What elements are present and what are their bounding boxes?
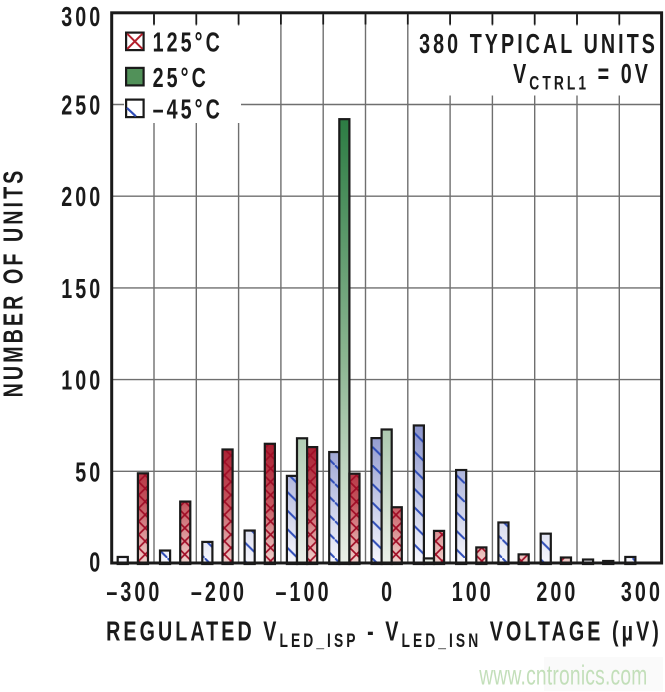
svg-text:300: 300 bbox=[61, 2, 103, 33]
svg-text:REGULATED VLED_ISP - VLED_ISN: REGULATED VLED_ISP - VLED_ISN VOLTAGE (µ… bbox=[106, 617, 662, 652]
svg-text:150: 150 bbox=[61, 274, 103, 305]
svg-text:–200: –200 bbox=[191, 577, 247, 608]
svg-text:125°C: 125°C bbox=[153, 27, 223, 58]
svg-text:200: 200 bbox=[61, 182, 103, 213]
svg-text:250: 250 bbox=[61, 90, 103, 121]
svg-text:300: 300 bbox=[621, 577, 663, 608]
svg-text:NUMBER OF UNITS: NUMBER OF UNITS bbox=[0, 168, 29, 398]
svg-text:100: 100 bbox=[61, 365, 103, 396]
svg-text:0: 0 bbox=[89, 547, 103, 578]
svg-text:380 TYPICAL UNITS: 380 TYPICAL UNITS bbox=[419, 29, 658, 60]
svg-text:200: 200 bbox=[536, 577, 578, 608]
svg-text:100: 100 bbox=[452, 577, 494, 608]
svg-text:0: 0 bbox=[381, 577, 395, 608]
svg-text:www.cntronics.com: www.cntronics.com bbox=[478, 661, 647, 691]
svg-text:–45°C: –45°C bbox=[153, 94, 223, 125]
svg-text:–300: –300 bbox=[106, 577, 162, 608]
svg-text:–100: –100 bbox=[276, 577, 332, 608]
svg-text:50: 50 bbox=[75, 457, 103, 488]
svg-text:25°C: 25°C bbox=[153, 63, 209, 94]
